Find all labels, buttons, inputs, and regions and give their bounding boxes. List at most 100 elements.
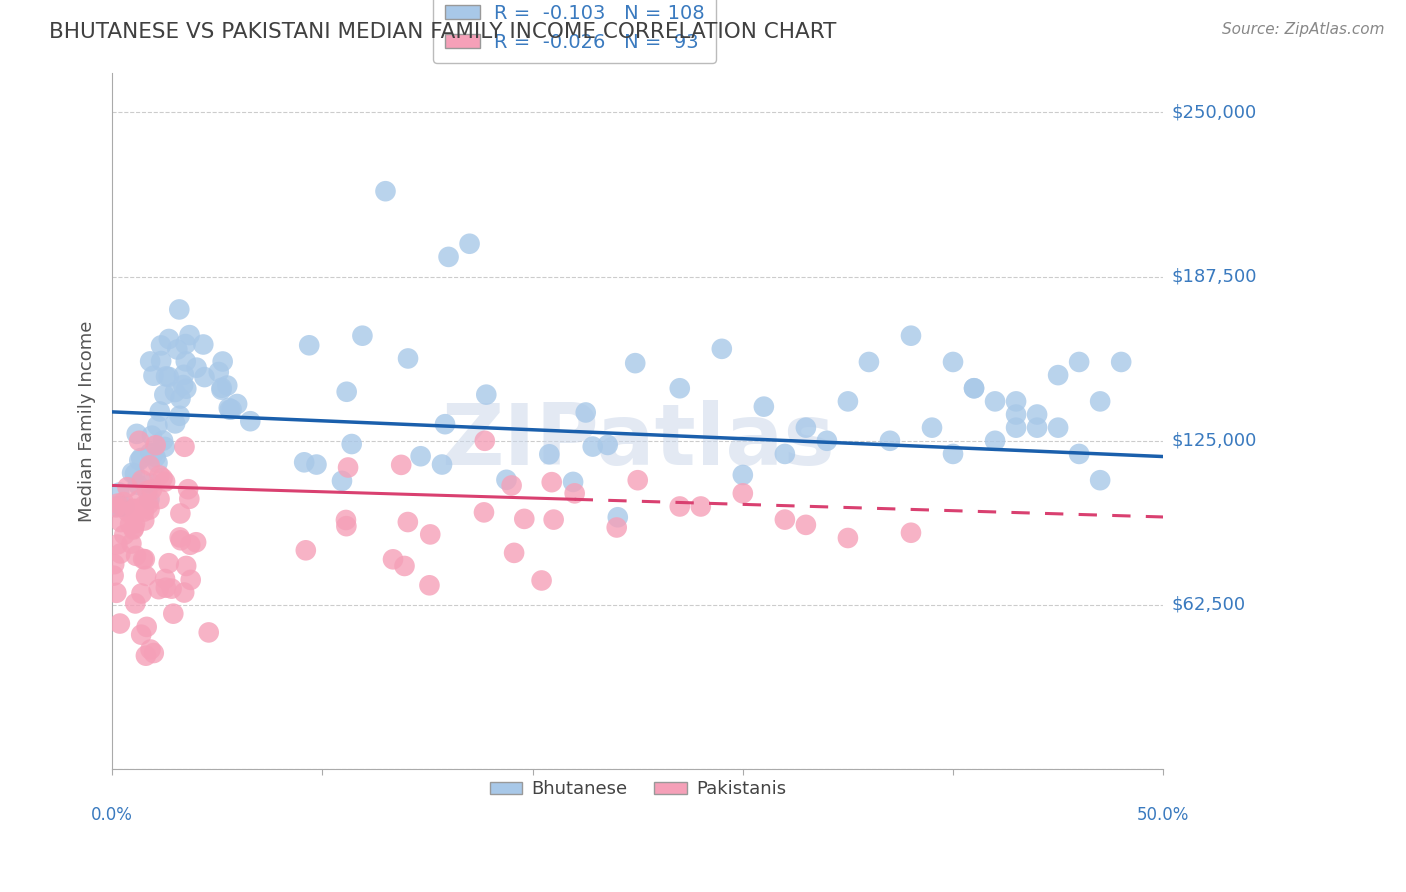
Point (773, 513, 796, 527)
Point (127, 477, 149, 491)
Point (773, 447, 796, 461)
Point (157, 556, 180, 570)
Point (172, 378, 194, 392)
Point (142, 368, 165, 383)
Point (108, 616, 131, 631)
Point (131, 473, 153, 487)
Point (389, 458, 412, 472)
Point (150, 354, 173, 368)
Point (1005, 420, 1028, 434)
Point (117, 505, 139, 519)
Point (120, 517, 142, 532)
Point (153, 388, 176, 402)
Point (437, 250, 460, 264)
Point (145, 438, 167, 452)
Point (112, 500, 135, 514)
Point (117, 480, 139, 494)
Point (942, 355, 965, 369)
Point (122, 523, 145, 537)
Text: BHUTANESE VS PAKISTANI MEDIAN FAMILY INCOME CORRELATION CHART: BHUTANESE VS PAKISTANI MEDIAN FAMILY INC… (49, 22, 837, 42)
Point (124, 467, 146, 481)
Point (135, 569, 157, 583)
Point (197, 625, 219, 640)
Point (731, 467, 754, 482)
Point (606, 510, 628, 524)
Point (394, 558, 416, 573)
Point (239, 414, 262, 428)
Point (142, 447, 165, 461)
Point (606, 520, 628, 534)
Point (184, 535, 207, 549)
Point (418, 578, 440, 592)
Point (582, 440, 605, 454)
Legend: Bhutanese, Pakistanis: Bhutanese, Pakistanis (482, 773, 793, 805)
Point (858, 355, 880, 369)
Point (1109, 355, 1132, 369)
Point (837, 531, 859, 545)
Point (110, 515, 132, 529)
Point (141, 428, 163, 442)
Point (138, 492, 160, 507)
Point (963, 381, 986, 395)
Point (352, 328, 374, 343)
Text: ZIPatlas: ZIPatlas (441, 401, 835, 483)
Point (430, 458, 453, 472)
Text: $187,500: $187,500 (1171, 268, 1257, 285)
Point (139, 446, 162, 460)
Point (148, 468, 170, 483)
Point (136, 483, 159, 498)
Point (153, 475, 176, 489)
Point (179, 491, 201, 506)
Point (142, 646, 165, 660)
Point (165, 417, 187, 431)
Point (627, 473, 650, 487)
Point (475, 387, 498, 401)
Point (112, 528, 135, 542)
Point (174, 382, 197, 396)
Point (121, 466, 143, 480)
Point (108, 485, 131, 500)
Point (134, 552, 156, 566)
Point (668, 500, 690, 514)
Point (141, 483, 163, 497)
Point (124, 516, 146, 531)
Point (179, 328, 201, 343)
Point (145, 450, 167, 464)
Point (211, 383, 233, 397)
Point (139, 642, 162, 657)
Point (731, 486, 754, 500)
Point (162, 607, 184, 621)
Point (169, 392, 191, 406)
Point (134, 514, 156, 528)
Point (103, 500, 125, 514)
Point (1069, 447, 1091, 461)
Point (155, 581, 177, 595)
Point (138, 502, 160, 516)
Point (128, 493, 150, 508)
Point (434, 417, 457, 432)
Point (458, 236, 481, 251)
Point (103, 558, 125, 572)
Point (1026, 420, 1049, 434)
Text: 0.0%: 0.0% (91, 806, 134, 824)
Point (160, 582, 183, 596)
Point (105, 586, 128, 600)
Point (305, 458, 328, 472)
Point (211, 381, 233, 395)
Point (125, 549, 148, 563)
Point (1047, 368, 1070, 383)
Point (1069, 355, 1091, 369)
Point (129, 450, 152, 465)
Point (169, 409, 191, 423)
Point (330, 474, 353, 488)
Point (298, 338, 321, 352)
Point (942, 447, 965, 461)
Point (139, 476, 162, 491)
Point (131, 586, 153, 600)
Point (294, 543, 316, 558)
Point (503, 546, 526, 560)
Point (153, 440, 176, 454)
Point (152, 471, 174, 485)
Point (132, 552, 155, 566)
Text: Source: ZipAtlas.com: Source: ZipAtlas.com (1222, 22, 1385, 37)
